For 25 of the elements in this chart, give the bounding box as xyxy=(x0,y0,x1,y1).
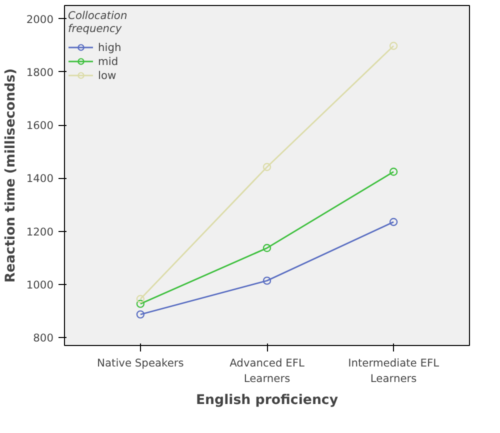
legend-title: Collocation frequency xyxy=(68,9,128,35)
y-axis-title: Reaction time (milliseconds) xyxy=(3,68,18,283)
x-axis-title: English proficiency xyxy=(196,393,338,408)
point xyxy=(262,276,272,285)
y-tick-label: 1800 xyxy=(26,66,54,79)
point xyxy=(389,42,398,50)
legend-label: high xyxy=(98,40,122,54)
y-tick-label: 1400 xyxy=(26,172,54,186)
x-tick-label: Intermediate EFL Learners xyxy=(348,356,440,386)
point xyxy=(136,294,145,304)
x-tick-label: Native Speakers xyxy=(97,356,184,370)
legend-label: low xyxy=(98,68,118,82)
x-tick-label: Advanced EFL Learners xyxy=(230,356,304,386)
point xyxy=(136,310,145,319)
point xyxy=(262,244,272,252)
point xyxy=(389,218,398,226)
point xyxy=(389,168,398,176)
y-tick-label: 800 xyxy=(33,332,54,345)
y-tick-label: 1600 xyxy=(26,119,54,132)
point xyxy=(136,300,145,308)
y-tick-label: 1000 xyxy=(26,278,54,292)
y-tick-label: 2000 xyxy=(26,12,54,26)
y-tick-label: 1200 xyxy=(26,225,54,238)
legend-label: mid xyxy=(98,54,118,68)
point xyxy=(262,162,272,172)
